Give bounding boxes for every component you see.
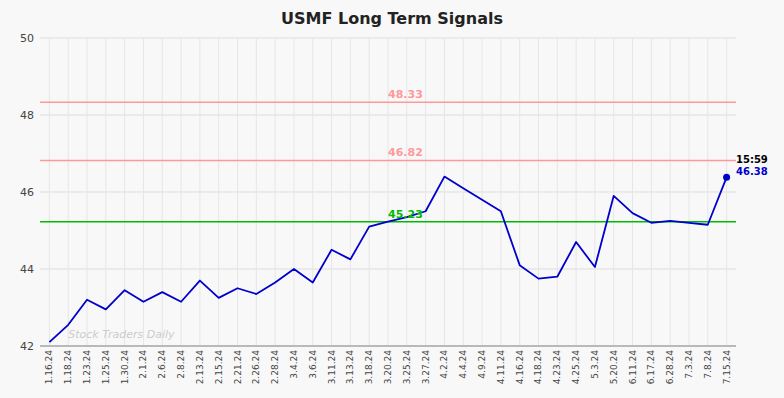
reference-line <box>40 160 736 162</box>
grid-line-x <box>199 38 200 346</box>
y-tick-label: 44 <box>20 263 34 276</box>
x-tick-label: 4.11.24 <box>496 350 506 385</box>
last-point <box>723 174 730 181</box>
grid <box>40 38 736 346</box>
grid-line-x <box>105 38 106 346</box>
grid-line-x <box>576 38 577 346</box>
x-tick-label: 2.8.24 <box>176 350 186 379</box>
grid-line-x <box>444 38 445 346</box>
x-tick-label: 4.18.24 <box>533 350 543 385</box>
grid-line-x <box>350 38 351 346</box>
x-tick-label: 2.28.24 <box>270 350 280 385</box>
title: USMF Long Term Signals <box>281 9 503 28</box>
grid-line-x <box>237 38 238 346</box>
background <box>0 0 784 398</box>
x-tick-label: 4.2.24 <box>439 350 449 379</box>
reference-label: 45.23 <box>388 208 423 221</box>
grid-line-x <box>726 38 727 346</box>
grid-line-x <box>49 38 50 346</box>
y-tick-label: 48 <box>20 109 34 122</box>
x-tick-label: 3.4.24 <box>289 350 299 379</box>
reference-labels: 45.23 46.82 48.33 <box>388 88 423 220</box>
reference-label: 46.82 <box>388 146 423 159</box>
grid-line-x <box>218 38 219 346</box>
grid-line-x <box>500 38 501 346</box>
x-tick-label: 4.23.24 <box>552 350 562 385</box>
x-tick-label: 1.23.24 <box>82 350 92 385</box>
x-tick-label: 5.20.24 <box>609 350 619 385</box>
x-tick-label: 2.15.24 <box>214 350 224 385</box>
grid-line <box>40 346 736 347</box>
x-tick-label: 1.18.24 <box>63 350 73 385</box>
x-tick-label: 1.16.24 <box>44 350 54 385</box>
grid-line-x <box>124 38 125 346</box>
grid-line-x <box>425 38 426 346</box>
x-tick-label: 1.30.24 <box>120 350 130 385</box>
reference-label: 48.33 <box>388 88 423 101</box>
grid-line-x <box>68 38 69 346</box>
x-tick-label: 3.25.24 <box>402 350 412 385</box>
watermark: Stock Traders Daily <box>68 328 175 341</box>
x-tick-label: 1.25.24 <box>101 350 111 385</box>
x-tick-label: 6.28.24 <box>665 350 675 385</box>
x-tick-label: 3.6.24 <box>308 350 318 379</box>
grid-line-x <box>406 38 407 346</box>
x-tick-label: 2.6.24 <box>157 350 167 379</box>
annotation: 15:59 <box>736 154 768 165</box>
x-tick-label: 4.25.24 <box>571 350 581 385</box>
x-tick-label: 6.11.24 <box>628 350 638 385</box>
grid-line-x <box>143 38 144 346</box>
grid-line-x <box>557 38 558 346</box>
grid-line-x <box>688 38 689 346</box>
grid-line-x <box>275 38 276 346</box>
y-axis: 42 44 46 48 50 <box>20 32 34 353</box>
x-tick-label: 4.4.24 <box>458 350 468 379</box>
grid-line-x <box>162 38 163 346</box>
x-tick-label: 2.26.24 <box>251 350 261 385</box>
grid-line-x <box>312 38 313 346</box>
grid-line-x <box>670 38 671 346</box>
x-tick-label: 2.13.24 <box>195 350 205 385</box>
x-tick-label: 7.15.24 <box>722 350 732 385</box>
grid-line-x <box>538 38 539 346</box>
x-tick-label: 5.3.24 <box>590 350 600 379</box>
x-tick-label: 4.16.24 <box>515 350 525 385</box>
x-axis-line <box>40 346 736 347</box>
x-tick-label: 3.11.24 <box>327 350 337 385</box>
x-tick-label: 3.13.24 <box>345 350 355 385</box>
grid-line-x <box>331 38 332 346</box>
grid-line-x <box>707 38 708 346</box>
x-tick-label: 6.17.24 <box>646 350 656 385</box>
grid-line-x <box>293 38 294 346</box>
grid-line-x <box>519 38 520 346</box>
x-tick-label: 2.21.24 <box>233 350 243 385</box>
x-tick-label: 3.18.24 <box>364 350 374 385</box>
price-line <box>49 177 726 343</box>
plot-area <box>40 102 736 342</box>
y-tick-label: 46 <box>20 186 34 199</box>
x-tick-label: 3.27.24 <box>421 350 431 385</box>
x-tick-label: 7.8.24 <box>703 350 713 379</box>
grid-line-x <box>632 38 633 346</box>
grid-line-x <box>181 38 182 346</box>
grid-line-x <box>651 38 652 346</box>
x-tick-label: 3.20.24 <box>383 350 393 385</box>
x-tick-label: 7.3.24 <box>684 350 694 379</box>
x-tick-label: 2.1.24 <box>138 350 148 379</box>
grid-line-x <box>463 38 464 346</box>
last-value-label: 46.38 <box>736 166 768 177</box>
grid-line-x <box>613 38 614 346</box>
grid-line-x <box>388 38 389 346</box>
grid-line-x <box>594 38 595 346</box>
y-tick-label: 42 <box>20 340 34 353</box>
x-axis: 1.16.24 1.18.24 1.23.24 1.25.24 1.30.24 2.1.2… <box>40 346 736 384</box>
chart: USMF Long Term Signals Stock Traders Dail… <box>0 0 784 398</box>
grid-line-x <box>256 38 257 346</box>
x-tick-label: 4.9.24 <box>477 350 487 379</box>
reference-line <box>40 102 736 104</box>
grid-line-x <box>369 38 370 346</box>
y-tick-label: 50 <box>20 32 34 45</box>
grid-line-x <box>482 38 483 346</box>
